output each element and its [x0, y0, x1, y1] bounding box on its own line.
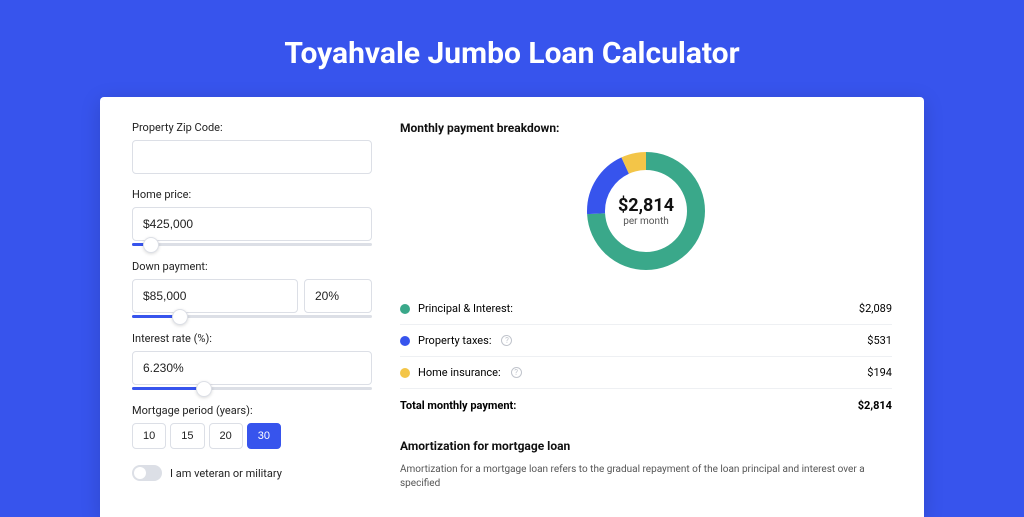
- veteran-label: I am veteran or military: [170, 467, 282, 480]
- down-payment-field: Down payment:: [132, 260, 372, 318]
- down-payment-amount-input[interactable]: [132, 279, 298, 313]
- total-label: Total monthly payment:: [400, 399, 516, 412]
- interest-field: Interest rate (%):: [132, 332, 372, 390]
- slider-thumb[interactable]: [143, 237, 159, 253]
- legend-value: $194: [867, 366, 892, 379]
- legend-value: $531: [867, 334, 892, 347]
- interest-label: Interest rate (%):: [132, 332, 372, 345]
- donut-chart-wrap: $2,814 per month: [400, 147, 892, 275]
- page-title: Toyahvale Jumbo Loan Calculator: [0, 0, 1024, 97]
- slider-fill: [132, 387, 204, 390]
- inputs-column: Property Zip Code: Home price: Down paym…: [132, 121, 372, 517]
- total-value: $2,814: [858, 399, 892, 412]
- period-option-20[interactable]: 20: [209, 423, 243, 449]
- legend-row-ins: Home insurance:? $194: [400, 357, 892, 389]
- legend-row-tax: Property taxes:? $531: [400, 325, 892, 357]
- legend-dot: [400, 368, 410, 378]
- period-label: Mortgage period (years):: [132, 404, 372, 417]
- zip-input[interactable]: [132, 140, 372, 174]
- breakdown-title: Monthly payment breakdown:: [400, 121, 892, 135]
- calculator-card: Property Zip Code: Home price: Down paym…: [100, 97, 924, 517]
- home-price-label: Home price:: [132, 188, 372, 201]
- slider-thumb[interactable]: [196, 381, 212, 397]
- period-options: 10152030: [132, 423, 372, 449]
- info-icon[interactable]: ?: [501, 335, 512, 346]
- legend-list: Principal & Interest: $2,089 Property taxe…: [400, 293, 892, 389]
- zip-field: Property Zip Code:: [132, 121, 372, 174]
- info-icon[interactable]: ?: [511, 367, 522, 378]
- donut-chart: $2,814 per month: [582, 147, 710, 275]
- legend-row-pi: Principal & Interest: $2,089: [400, 293, 892, 325]
- interest-slider[interactable]: [132, 387, 372, 390]
- period-option-10[interactable]: 10: [132, 423, 166, 449]
- zip-label: Property Zip Code:: [132, 121, 372, 134]
- veteran-row: I am veteran or military: [132, 465, 372, 481]
- total-row: Total monthly payment: $2,814: [400, 389, 892, 421]
- donut-center: $2,814 per month: [582, 147, 710, 275]
- interest-input[interactable]: [132, 351, 372, 385]
- amortization-text: Amortization for a mortgage loan refers …: [400, 463, 892, 491]
- down-payment-label: Down payment:: [132, 260, 372, 273]
- donut-amount: $2,814: [618, 195, 674, 216]
- period-field: Mortgage period (years): 10152030: [132, 404, 372, 449]
- period-option-30[interactable]: 30: [247, 423, 281, 449]
- legend-label: Home insurance:: [418, 366, 501, 379]
- donut-sub: per month: [623, 216, 669, 227]
- legend-label: Principal & Interest:: [418, 302, 513, 315]
- home-price-field: Home price:: [132, 188, 372, 246]
- down-payment-slider[interactable]: [132, 315, 372, 318]
- amortization-title: Amortization for mortgage loan: [400, 439, 892, 453]
- down-payment-percent-input[interactable]: [304, 279, 372, 313]
- veteran-toggle[interactable]: [132, 465, 162, 481]
- home-price-input[interactable]: [132, 207, 372, 241]
- home-price-slider[interactable]: [132, 243, 372, 246]
- breakdown-column: Monthly payment breakdown: $2,814 per mo…: [400, 121, 892, 517]
- legend-dot: [400, 304, 410, 314]
- slider-thumb[interactable]: [172, 309, 188, 325]
- period-option-15[interactable]: 15: [170, 423, 204, 449]
- legend-label: Property taxes:: [418, 334, 491, 347]
- legend-value: $2,089: [859, 302, 892, 315]
- toggle-knob: [134, 467, 146, 479]
- legend-dot: [400, 336, 410, 346]
